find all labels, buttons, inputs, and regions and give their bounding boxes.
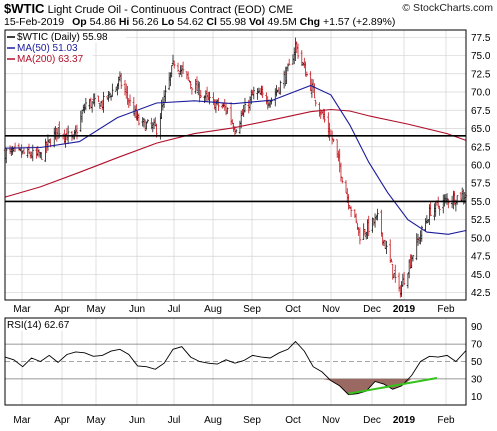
rsi-tick-label: 10 (471, 392, 483, 403)
price-x-label: Oct (285, 304, 301, 315)
rsi-tick-label: 30 (471, 374, 483, 385)
chart-title: $WTIC Light Crude Oil - Continuous Contr… (4, 1, 293, 16)
quote-date: 15-Feb-2019 (4, 16, 65, 28)
change-label: Chg (299, 16, 321, 28)
rsi-x-label: Jul (168, 415, 181, 426)
price-tick-label: 47.5 (471, 252, 491, 263)
legend-ma200-bg (6, 54, 93, 65)
price-x-label: May (87, 304, 106, 315)
open-label: Op (72, 16, 87, 28)
rsi-tick-label: 50 (471, 357, 483, 368)
legend-ma200-text: MA(200) 63.37 (17, 54, 84, 65)
legend-price-text: $WTIC (Daily) 55.98 (17, 32, 108, 43)
price-tick-label: 75.0 (471, 51, 491, 62)
price-x-label: Dec (363, 304, 381, 315)
rsi-oversold-fill (322, 378, 412, 395)
price-tick-label: 52.5 (471, 215, 491, 226)
exchange-label: CME (268, 4, 293, 16)
rsi-tick-label: 70 (471, 340, 483, 351)
price-tick-label: 45.0 (471, 270, 491, 281)
rsi-x-label: Jun (129, 415, 145, 426)
price-x-label: Sep (243, 304, 261, 315)
price-tick-label: 55.0 (471, 197, 491, 208)
price-tick-label: 70.0 (471, 88, 491, 99)
price-tick-label: 65.0 (471, 124, 491, 135)
price-tick-label: 67.5 (471, 106, 491, 117)
price-x-label: 2019 (393, 304, 416, 315)
legend-rsi-text: RSI(14) 62.67 (7, 320, 70, 331)
ma50-line (4, 84, 467, 235)
price-tick-label: 62.5 (471, 142, 491, 153)
close-value: 55.98 (219, 16, 247, 28)
price-panel (3, 37, 468, 298)
axes: 42.5 45.0 47.5 50.0 52.5 55.0 57.5 60.0 62.5 65.0… (4, 29, 491, 426)
price-x-label: Apr (54, 304, 70, 315)
rsi-line (4, 340, 467, 396)
rsi-x-label: Mar (13, 415, 31, 426)
rsi-x-label: Aug (204, 415, 222, 426)
volume-label: Vol (249, 16, 265, 28)
legend-price: $WTIC (Daily) 55.98 (6, 32, 127, 43)
legend-ma50: MA(50) 51.03 (6, 43, 88, 54)
price-tick-label: 77.5 (471, 33, 491, 44)
legend-rsi: RSI(14) 62.67 (6, 320, 93, 331)
high-value: 56.26 (132, 16, 159, 28)
price-x-label: Mar (13, 304, 31, 315)
price-tick-label: 57.5 (471, 179, 491, 190)
legend-rsi-bg (6, 320, 93, 331)
price-tick-label: 60.0 (471, 161, 491, 172)
price-x-label: Jul (168, 304, 181, 315)
close-label: Cl (206, 16, 217, 28)
rsi-x-label: Apr (54, 415, 70, 426)
change-value: +1.57 (+2.89%) (322, 16, 396, 28)
price-x-label: Feb (437, 304, 455, 315)
rsi-x-label: Sep (243, 415, 261, 426)
symbol-label: $WTIC (4, 1, 45, 16)
instrument-name: Light Crude Oil - Continuous Contract (E… (47, 4, 266, 16)
high-label: Hi (118, 16, 130, 28)
rsi-x-label: Nov (322, 415, 340, 426)
gridlines (5, 30, 466, 405)
rsi-x-label: Dec (363, 415, 381, 426)
price-x-label: Nov (322, 304, 340, 315)
rsi-x-label: 2019 (393, 415, 416, 426)
price-tick-label: 50.0 (471, 233, 491, 244)
price-x-label: Jun (129, 304, 145, 315)
price-panel-frame (4, 29, 467, 301)
stockcharts-watermark: © StockCharts.com (402, 2, 493, 14)
legend-ma200: MA(200) 63.37 (6, 54, 93, 65)
ma200-line (4, 108, 467, 198)
price-tick-label: 72.5 (471, 69, 491, 80)
legend-ma50-bg (6, 43, 88, 54)
rsi-tick-label: 90 (471, 322, 483, 333)
rsi-x-label: May (87, 415, 106, 426)
legend-price-bg (6, 32, 127, 43)
price-tick-label: 42.5 (471, 288, 491, 299)
low-label: Lo (161, 16, 175, 28)
price-x-label: Aug (204, 304, 222, 315)
volume-value: 49.5M (267, 16, 297, 28)
legend-ma50-text: MA(50) 51.03 (17, 43, 78, 54)
rsi-x-label: Feb (437, 415, 455, 426)
rsi-panel-frame (4, 317, 467, 406)
rsi-x-label: Oct (285, 415, 301, 426)
quote-line: 15-Feb-2019 Op 54.86 Hi 56.26 Lo 54.62 Cl… (4, 16, 395, 28)
rsi-trendline (348, 377, 438, 395)
open-value: 54.86 (89, 16, 116, 28)
low-value: 54.62 (177, 16, 204, 28)
rsi-panel (4, 340, 467, 396)
